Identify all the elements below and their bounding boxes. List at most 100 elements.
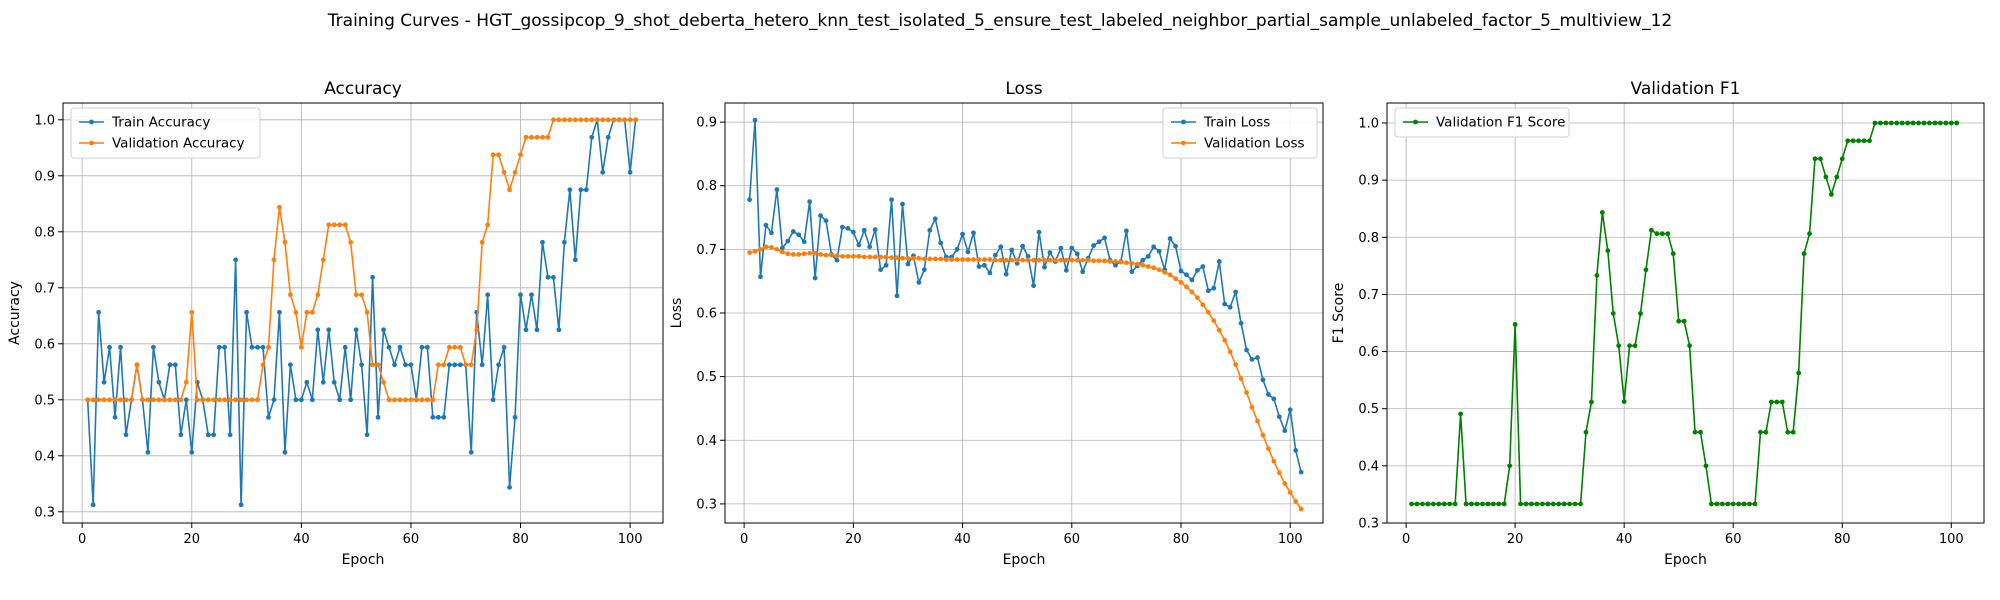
validation-f1-score-point bbox=[1861, 138, 1867, 144]
train-loss-point bbox=[1211, 285, 1217, 291]
train-accuracy-point bbox=[501, 344, 507, 350]
validation-loss-point bbox=[1063, 257, 1069, 263]
train-accuracy-point bbox=[518, 292, 523, 298]
validation-loss-point bbox=[1085, 257, 1091, 263]
validation-f1-score-point bbox=[1496, 501, 1502, 507]
validation-loss-point bbox=[1227, 349, 1233, 355]
validation-loss-point bbox=[1096, 258, 1102, 264]
validation-f1-score-point bbox=[1823, 174, 1829, 180]
train-accuracy-point bbox=[249, 344, 255, 350]
validation-loss-point bbox=[927, 256, 933, 262]
validation-f1-score-point bbox=[1856, 138, 1861, 144]
validation-loss-point bbox=[1298, 506, 1304, 512]
validation-loss-point bbox=[856, 253, 862, 259]
train-accuracy-point bbox=[315, 327, 321, 333]
y-tick-label: 0.6 bbox=[34, 337, 55, 352]
train-accuracy-point bbox=[589, 134, 595, 140]
validation-accuracy-point bbox=[227, 397, 233, 403]
validation-f1-score-point bbox=[1796, 370, 1802, 376]
validation-accuracy-point bbox=[320, 257, 326, 263]
legend: Train Loss Validation Loss bbox=[1162, 107, 1318, 159]
train-accuracy-point bbox=[216, 344, 222, 350]
validation-accuracy-point bbox=[518, 152, 523, 158]
train-loss-point bbox=[1124, 228, 1129, 234]
validation-accuracy-point bbox=[194, 397, 200, 403]
validation-loss-point bbox=[1058, 257, 1064, 263]
validation-f1-score-point bbox=[1687, 343, 1692, 349]
y-tick-label: 0.8 bbox=[34, 225, 55, 240]
train-loss-point bbox=[916, 280, 922, 285]
validation-accuracy-point bbox=[200, 397, 206, 403]
validation-accuracy-point bbox=[414, 397, 419, 403]
validation-accuracy-point bbox=[353, 292, 359, 298]
y-tick-label: 0.9 bbox=[34, 169, 55, 184]
train-loss-point bbox=[1009, 247, 1015, 253]
validation-loss-point bbox=[905, 255, 911, 261]
validation-f1-score-point bbox=[1409, 501, 1414, 507]
validation-loss-point bbox=[1036, 257, 1042, 263]
train-accuracy-point bbox=[419, 344, 425, 350]
validation-loss-point bbox=[878, 254, 884, 260]
train-loss-point bbox=[1156, 248, 1162, 254]
validation-f1-score-point bbox=[1725, 501, 1731, 507]
validation-loss-point bbox=[823, 252, 829, 258]
train-accuracy-point bbox=[112, 414, 118, 420]
validation-f1-score-point bbox=[1910, 120, 1916, 126]
x-tick-label: 100 bbox=[1278, 532, 1303, 547]
train-loss-point bbox=[1047, 250, 1053, 255]
validation-accuracy-point bbox=[238, 397, 244, 403]
y-axis-label: F1 Score bbox=[1331, 283, 1347, 344]
validation-loss-point bbox=[1014, 257, 1020, 263]
train-loss-point bbox=[889, 197, 894, 203]
train-accuracy-point bbox=[545, 274, 551, 280]
train-loss-point bbox=[938, 240, 944, 246]
validation-loss-point bbox=[1276, 470, 1282, 476]
train-loss-point bbox=[1189, 277, 1195, 283]
validation-accuracy-point bbox=[441, 362, 447, 368]
validation-f1-score-point bbox=[1867, 138, 1872, 144]
validation-accuracy-point bbox=[288, 292, 293, 298]
validation-accuracy-point bbox=[605, 117, 611, 123]
validation-accuracy-point bbox=[277, 204, 282, 210]
validation-f1-score-point bbox=[1441, 501, 1447, 507]
validation-f1-score-point bbox=[1463, 501, 1469, 507]
validation-accuracy-point bbox=[359, 292, 365, 298]
validation-accuracy-point bbox=[534, 134, 540, 140]
validation-accuracy-point bbox=[145, 397, 151, 403]
train-loss-point bbox=[845, 225, 851, 231]
validation-loss-point bbox=[785, 251, 791, 257]
validation-accuracy-point bbox=[507, 187, 512, 193]
train-accuracy-point bbox=[359, 362, 365, 368]
train-loss-point bbox=[927, 227, 933, 233]
y-tick-label: 0.5 bbox=[696, 370, 717, 385]
y-tick-label: 0.7 bbox=[34, 281, 55, 296]
validation-f1-score-point bbox=[1730, 501, 1736, 507]
validation-loss-point bbox=[982, 257, 987, 262]
train-loss-point bbox=[1194, 267, 1200, 273]
validation-f1-score-point bbox=[1654, 231, 1660, 237]
validation-f1-score-point bbox=[1932, 120, 1938, 126]
train-accuracy-point bbox=[430, 414, 436, 420]
validation-loss-point bbox=[883, 254, 889, 260]
train-accuracy-point bbox=[233, 257, 239, 263]
train-loss-point bbox=[834, 257, 840, 263]
validation-f1-score-point bbox=[1501, 501, 1507, 507]
validation-f1-score-point bbox=[1872, 120, 1878, 126]
train-accuracy-point bbox=[309, 397, 315, 403]
validation-accuracy-point bbox=[490, 152, 496, 158]
validation-accuracy-point bbox=[474, 327, 480, 333]
validation-loss-point bbox=[1265, 446, 1271, 451]
validation-loss-point bbox=[774, 246, 780, 252]
validation-f1-score-point bbox=[1878, 120, 1883, 126]
validation-loss-point bbox=[1053, 257, 1058, 263]
validation-f1-score-point bbox=[1572, 501, 1578, 507]
x-tick-label: 0 bbox=[740, 532, 748, 547]
validation-loss-point bbox=[763, 244, 769, 250]
loss-panel: 0 20 40 60 80 100 0.3 0.4 0.5 0.6 0.7 0.8 0.9 Loss Epo… bbox=[669, 79, 1324, 568]
validation-accuracy-point bbox=[271, 257, 277, 263]
train-accuracy-point bbox=[392, 362, 397, 368]
validation-accuracy-point bbox=[567, 117, 573, 123]
train-loss-point bbox=[932, 216, 938, 222]
validation-f1-score-point bbox=[1818, 156, 1823, 162]
validation-f1-score-point bbox=[1905, 120, 1911, 126]
